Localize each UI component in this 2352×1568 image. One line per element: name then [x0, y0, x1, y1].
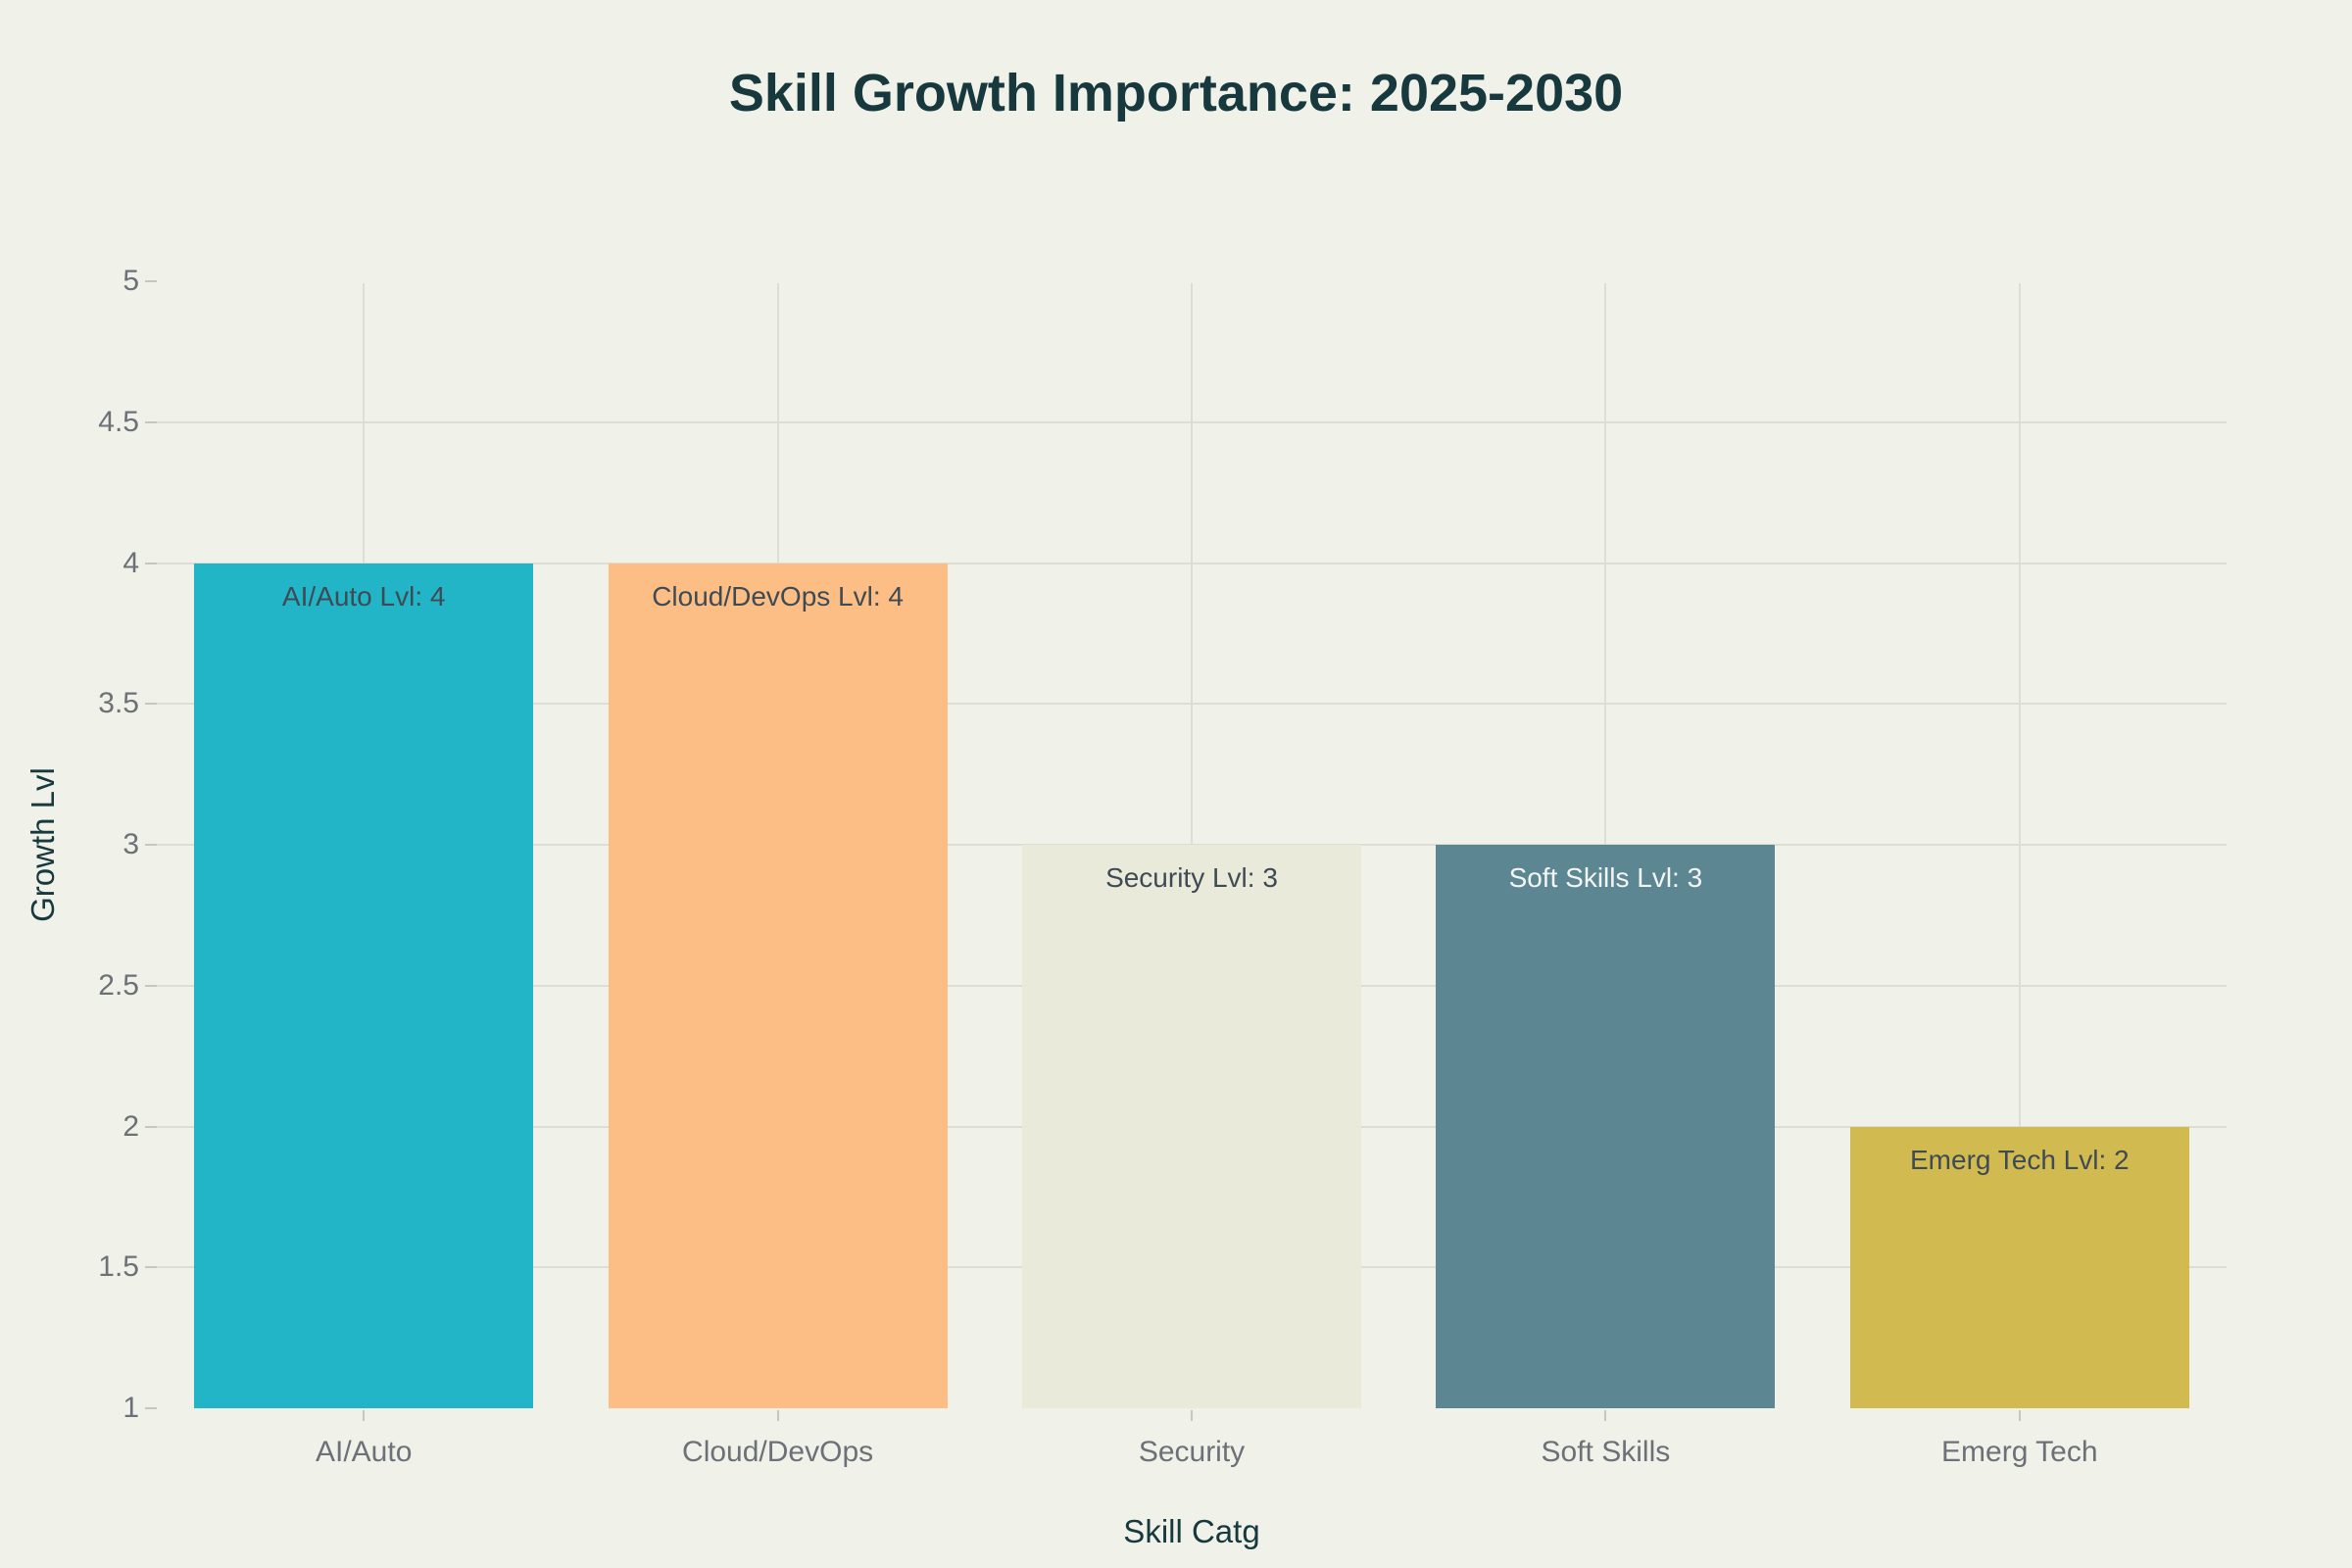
- chart-title: Skill Growth Importance: 2025-2030: [728, 64, 1624, 122]
- x-tick-label: AI/Auto: [315, 1436, 413, 1468]
- bar-emerg-tech[interactable]: [1849, 1126, 2189, 1408]
- y-tick: [145, 984, 157, 987]
- y-tick-label: 4.5: [98, 405, 139, 438]
- y-tick-label: 1.5: [98, 1250, 139, 1284]
- y-tick-label: 1: [122, 1392, 139, 1424]
- y-tick: [145, 1125, 157, 1128]
- x-tick: [1604, 1410, 1607, 1421]
- y-tick-label: 2.5: [98, 968, 139, 1002]
- bar-label-security: Security Lvl: 3: [1105, 862, 1278, 893]
- y-tick: [145, 562, 157, 564]
- bar-soft-skills[interactable]: [1436, 845, 1776, 1408]
- y-tick: [145, 280, 157, 282]
- y-tick: [145, 1266, 157, 1269]
- x-tick-label: Soft Skills: [1541, 1436, 1671, 1468]
- x-tick: [363, 1410, 366, 1421]
- y-axis-title: Growth Lvl: [24, 767, 61, 922]
- y-tick: [145, 1407, 157, 1409]
- y-tick-label: 4: [122, 546, 139, 579]
- x-tick: [2018, 1410, 2021, 1421]
- x-tick: [776, 1410, 779, 1421]
- x-axis-title: Skill Catg: [1123, 1513, 1260, 1549]
- bar-cloud-devops[interactable]: [608, 563, 948, 1408]
- x-tick-label: Security: [1138, 1436, 1246, 1468]
- y-tick: [145, 844, 157, 846]
- x-tick: [1191, 1410, 1193, 1421]
- x-tick-label: Emerg Tech: [1941, 1436, 2098, 1468]
- y-tick: [145, 703, 157, 706]
- y-tick-label: 3.5: [98, 687, 139, 720]
- y-tick: [145, 420, 157, 423]
- bar-security[interactable]: [1022, 845, 1361, 1408]
- bar-label-cloud-devops: Cloud/DevOps Lvl: 4: [652, 580, 904, 612]
- y-tick-label: 5: [122, 265, 139, 297]
- y-tick-label: 2: [122, 1109, 139, 1143]
- v-gridline: [2018, 283, 2021, 1408]
- bar-label-soft-skills: Soft Skills Lvl: 3: [1508, 862, 1703, 893]
- x-tick-label: Cloud/DevOps: [682, 1436, 874, 1468]
- bar-ai-auto[interactable]: [194, 563, 534, 1408]
- bar-label-emerg-tech: Emerg Tech Lvl: 2: [1910, 1144, 2130, 1175]
- bar-label-ai-auto: AI/Auto Lvl: 4: [281, 580, 446, 612]
- y-tick-label: 3: [122, 828, 139, 860]
